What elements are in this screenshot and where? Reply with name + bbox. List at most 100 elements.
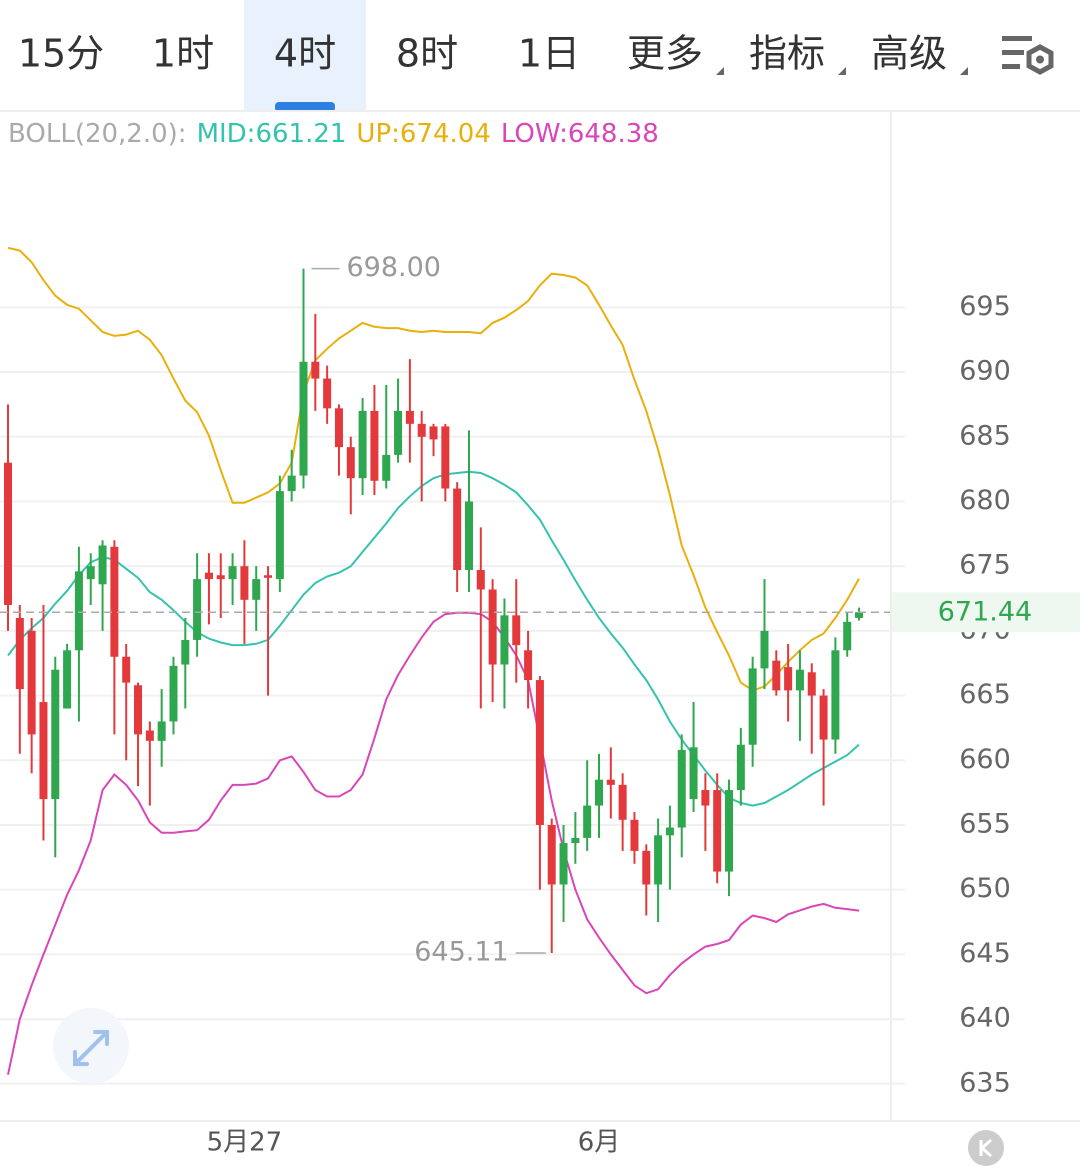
candle-body [453,488,462,571]
candle-body [122,656,131,683]
tab[interactable]: 8时 [396,32,458,76]
expand-button[interactable] [53,1008,129,1084]
candle-body [760,630,769,669]
candle-body [807,672,816,696]
icon-bar [1002,36,1032,41]
candle-body [654,835,663,885]
candle-body [275,491,284,580]
candle-body [784,667,793,691]
tab[interactable]: 1时 [152,32,214,76]
y-tick-label: 695 [959,291,1011,322]
tab[interactable]: 指标 [749,32,825,76]
icon-hex [1026,44,1054,75]
candle-body [772,660,781,691]
indicator-line [7,611,860,1075]
candle-body [358,410,367,479]
candle-body [500,615,509,665]
candle-body [181,639,190,665]
candle-body [346,447,355,479]
candle-body [677,749,686,828]
candle-body [748,668,757,745]
candle-body [441,426,450,489]
candle-body [287,475,296,492]
candle-body [843,621,852,651]
tab[interactable]: 1日 [518,32,580,76]
candle-body [535,680,544,825]
candle-body [464,501,473,571]
y-tick-label: 690 [959,356,1011,387]
x-tick-label: 5月27 [207,1128,283,1158]
legend-entry: LOW:648.38 [501,119,659,149]
candle-body [334,408,343,448]
candle-body [725,790,734,872]
indicator-line [7,246,860,692]
candle-body [193,579,202,640]
tab-bar: 15分 1时 4时 8时 1日 更多 指标 高级 [18,0,968,112]
candle-body [216,575,225,580]
candle-body [819,695,828,740]
candle-body [571,837,580,844]
y-tick-label: 635 [959,1067,1011,1098]
tab[interactable]: 高级 [871,32,947,76]
candle-body [405,410,414,424]
y-tick-label: 665 [959,679,1011,710]
indicator-legend: BOLL(20,2.0): MID:661.21 UP:674.04 LOW:648.… [8,119,659,149]
candle-body [86,566,95,580]
candle-body [145,730,154,741]
button-bg [968,1130,1004,1166]
indicator-name: BOLL(20,2.0): [8,119,187,149]
y-tick-label: 650 [959,873,1011,904]
legend-entry: MID:661.21 [197,119,347,149]
candle-body [689,747,698,800]
grid: 6356406456506556606656706756806856906955… [0,291,1011,1158]
min-annotation: 645.11 [414,936,508,967]
icon-dot [1036,55,1044,64]
y-tick-label: 680 [959,485,1011,516]
candle-body [323,378,332,409]
candle-body [831,650,840,740]
candle-body [252,579,261,600]
candle-body [595,779,603,806]
y-tick-label: 655 [959,808,1011,839]
candle-body [736,744,745,791]
candle-body [547,824,556,885]
candle-body [134,685,143,735]
k-button[interactable] [968,1130,1004,1166]
settings-icon[interactable] [1002,36,1054,75]
candle-body [51,669,60,800]
candle-body [382,454,391,481]
candle-body [27,630,36,735]
candle-body [157,721,166,741]
candle-body [512,615,521,646]
tab[interactable]: 4时 [274,32,336,76]
candle-body [39,702,48,800]
candle-body [524,650,533,681]
max-annotation: 698.00 [347,252,441,283]
candle-body [370,410,379,481]
candle-body [311,361,320,379]
candle-body [618,784,627,820]
candle-body [15,617,24,690]
y-tick-label: 640 [959,1003,1011,1034]
candle-body [476,570,485,590]
y-tick-label: 675 [959,550,1011,581]
candle-body [110,546,119,657]
candle-body [169,665,178,722]
candle-body [204,572,213,580]
dropdown-caret [838,67,846,75]
tab[interactable]: 15分 [18,32,104,76]
y-tick-label: 645 [959,938,1011,969]
candle-body [583,805,592,838]
x-tick-label: 6月 [578,1128,621,1158]
candle-body [98,545,107,585]
expand-icon [73,1030,109,1066]
candle-body [63,650,72,709]
icon-bar [1002,64,1020,69]
tab[interactable]: 更多 [627,32,703,76]
candle-body [665,827,674,836]
y-tick-label: 685 [959,420,1011,451]
candle-body [228,566,237,580]
icon-bar [1002,50,1024,55]
legend-entry: UP:674.04 [356,119,490,149]
